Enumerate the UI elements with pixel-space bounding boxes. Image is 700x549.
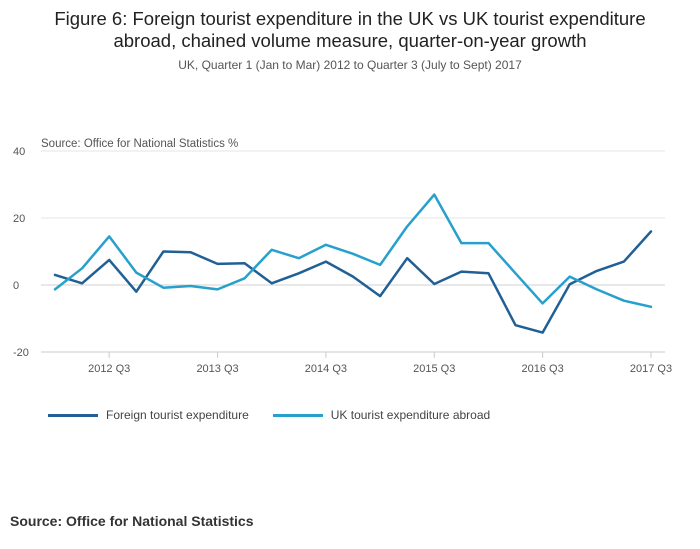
legend-label: UK tourist expenditure abroad: [330, 408, 491, 422]
x-tick-label: 2017 Q3: [630, 363, 672, 375]
legend-item-2[interactable]: UK tourist expenditure abroad: [272, 408, 491, 422]
chart-title: Figure 6: Foreign tourist expenditure in…: [0, 8, 700, 52]
y-tick-label: 40: [13, 146, 25, 158]
x-tick-label: 2013 Q3: [196, 363, 238, 375]
footer-source: Source: Office for National Statistics: [10, 513, 254, 529]
y-tick-label: -20: [13, 347, 29, 359]
legend-item-1[interactable]: Foreign tourist expenditure: [48, 408, 249, 422]
chart-title-line-1: Figure 6: Foreign tourist expenditure in…: [54, 8, 646, 29]
source-note: Source: Office for National Statistics %: [41, 138, 238, 150]
series-line-1: [53, 230, 653, 334]
legend: Foreign tourist expenditure UK tourist ex…: [48, 408, 514, 422]
series-line-2: [53, 193, 653, 309]
line-chart: 40 20 0 -20 2012 Q3 2013 Q3 2014 Q3 2015 Q3 201…: [13, 138, 672, 375]
legend-swatch: [48, 413, 98, 417]
x-tick-label: 2012 Q3: [88, 363, 130, 375]
x-tick-label: 2014 Q3: [305, 363, 347, 375]
chart-title-line-2: abroad, chained volume measure, quarter-…: [113, 30, 587, 51]
legend-swatch: [272, 413, 323, 417]
x-tick-label: 2016 Q3: [522, 363, 564, 375]
y-tick-label: 20: [13, 213, 25, 225]
y-tick-label: 0: [13, 280, 19, 292]
legend-label: Foreign tourist expenditure: [106, 408, 249, 422]
x-tick-label: 2015 Q3: [413, 363, 455, 375]
chart-subtitle: UK, Quarter 1 (Jan to Mar) 2012 to Quart…: [178, 58, 522, 72]
